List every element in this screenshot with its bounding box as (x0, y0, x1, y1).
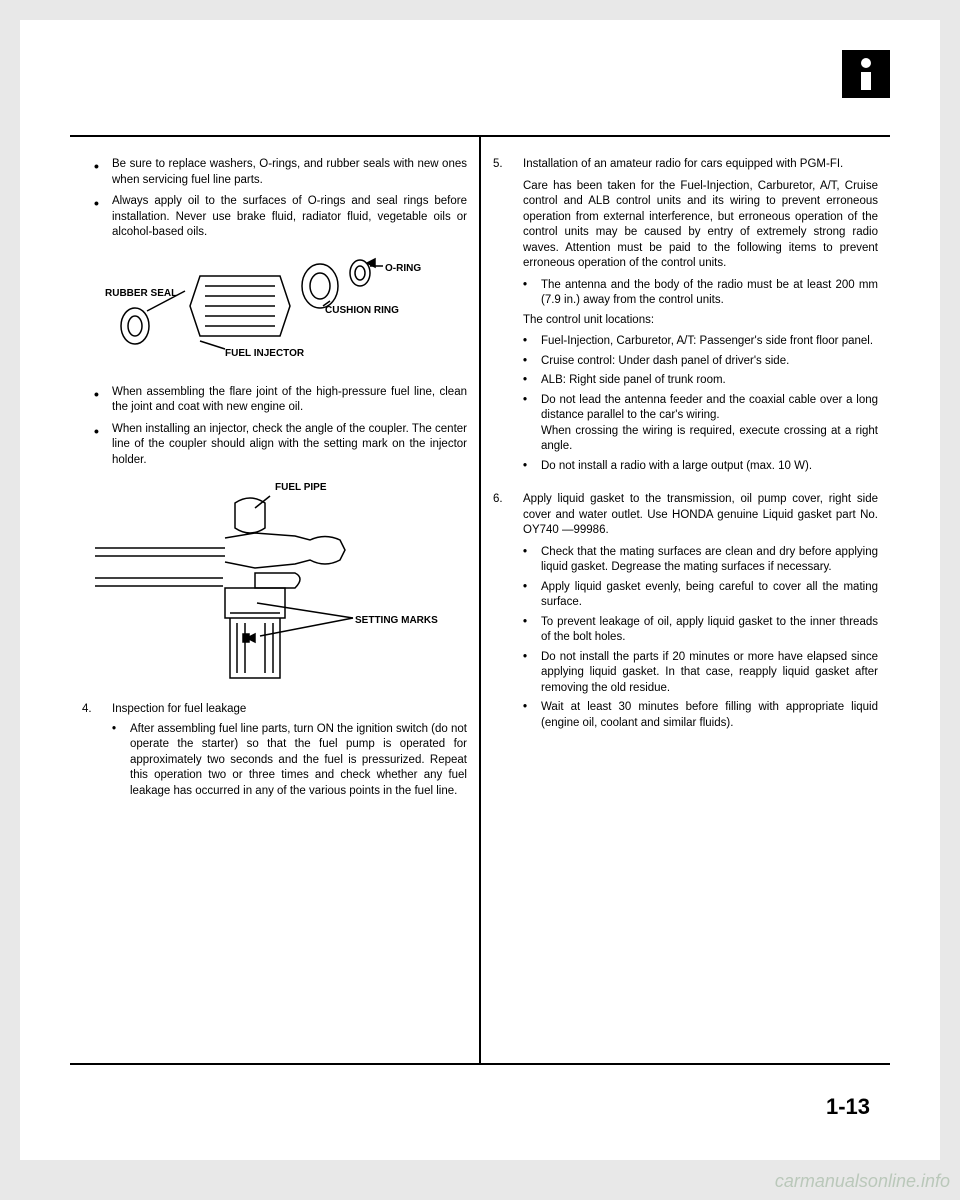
bullet-item: When installing an injector, check the a… (112, 422, 467, 469)
item-4: 4. Inspection for fuel leakage After ass… (82, 702, 467, 799)
item-number: 6. (493, 492, 503, 508)
fuel-pipe-diagram: FUEL PIPE SETTING MARKS (95, 478, 455, 688)
bullet-item: Wait at least 30 minutes before filling … (523, 700, 878, 731)
top-bullet-list: Be sure to replace washers, O-rings, and… (82, 157, 467, 241)
bullet-item: Cruise control: Under dash panel of driv… (523, 354, 878, 370)
item-4-bullets: After assembling fuel line parts, turn O… (112, 722, 467, 800)
bullet-item: Check that the mating surfaces are clean… (523, 545, 878, 576)
content-frame: Be sure to replace washers, O-rings, and… (70, 135, 890, 1065)
fuel-pipe-label: FUEL PIPE (275, 482, 327, 493)
para: Care has been taken for the Fuel-Injecti… (523, 179, 878, 272)
bullet-item: After assembling fuel line parts, turn O… (112, 722, 467, 800)
right-column: 5. Installation of an amateur radio for … (481, 137, 890, 1063)
info-dot (861, 58, 871, 68)
para: Installation of an amateur radio for car… (523, 157, 878, 173)
para: The control unit locations: (523, 313, 878, 329)
item-5: 5. Installation of an amateur radio for … (493, 157, 878, 474)
bullet-item: Apply liquid gasket evenly, being carefu… (523, 580, 878, 611)
bullet-item: Do not install the parts if 20 minutes o… (523, 650, 878, 697)
bullet-item: The antenna and the body of the radio mu… (523, 278, 878, 309)
item-5-bullets-1: The antenna and the body of the radio mu… (523, 278, 878, 309)
left-column: Be sure to replace washers, O-rings, and… (70, 137, 481, 1063)
bullet-item: When assembling the flare joint of the h… (112, 385, 467, 416)
manual-page: Be sure to replace washers, O-rings, and… (20, 20, 940, 1160)
page-number: 1-13 (826, 1094, 870, 1120)
o-ring-label: O-RING (385, 263, 421, 274)
bullet-item: Always apply oil to the surfaces of O-ri… (112, 194, 467, 241)
setting-marks-label: SETTING MARKS (355, 615, 438, 626)
item-6: 6. Apply liquid gasket to the transmissi… (493, 492, 878, 731)
bullet-item: Do not lead the antenna feeder and the c… (523, 393, 878, 455)
fuel-injector-label: FUEL INJECTOR (225, 348, 305, 359)
item-6-bullets: Check that the mating surfaces are clean… (523, 545, 878, 732)
watermark: carmanualsonline.info (775, 1171, 950, 1192)
item-number: 4. (82, 702, 92, 718)
rubber-seal-label: RUBBER SEAL (105, 288, 177, 299)
cushion-ring-label: CUSHION RING (325, 305, 399, 316)
bullet-item: ALB: Right side panel of trunk room. (523, 373, 878, 389)
item-title: Inspection for fuel leakage (112, 702, 467, 718)
item-5-bullets-2: Fuel-Injection, Carburetor, A/T: Passeng… (523, 334, 878, 474)
para: Apply liquid gasket to the transmission,… (523, 492, 878, 539)
bullet-item: Fuel-Injection, Carburetor, A/T: Passeng… (523, 334, 878, 350)
info-bar (861, 72, 871, 90)
bullet-item: Be sure to replace washers, O-rings, and… (112, 157, 467, 188)
bullet-item: Do not install a radio with a large outp… (523, 459, 878, 475)
mid-bullet-list: When assembling the flare joint of the h… (82, 385, 467, 469)
bullet-item: To prevent leakage of oil, apply liquid … (523, 615, 878, 646)
fuel-injector-diagram: RUBBER SEAL O-RING CUSHION RING FUEL INJ… (105, 251, 445, 371)
item-number: 5. (493, 157, 503, 173)
info-icon (842, 50, 890, 98)
